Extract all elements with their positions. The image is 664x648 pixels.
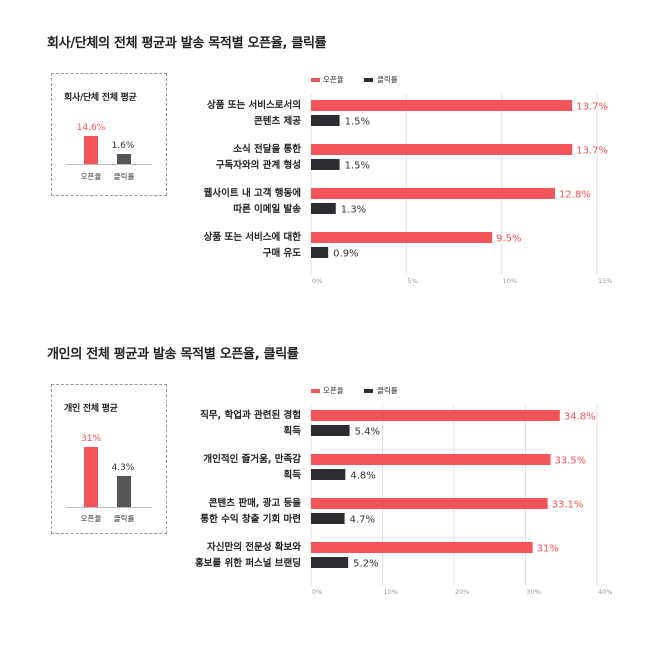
bar-open	[311, 410, 560, 421]
summary-click-bar	[117, 154, 131, 164]
bar-click	[311, 469, 346, 480]
bar-open	[311, 542, 533, 553]
category-label-line1: 상품 또는 서비스에 대한	[204, 231, 302, 243]
bar-open	[311, 454, 551, 465]
legend-click-label: 클릭률	[377, 75, 398, 84]
legend-open-swatch	[311, 78, 320, 82]
bar-open	[311, 144, 573, 155]
bar-open-value-label: 12.8%	[559, 190, 591, 201]
summary-click-value: 4.3%	[111, 463, 135, 473]
bar-click	[311, 203, 336, 214]
category-label-line2: 따른 이메일 발송	[233, 203, 301, 215]
category-label-line2: 구매 유도	[263, 247, 302, 259]
x-tick-label: 20%	[455, 588, 469, 596]
x-tick-label: 30%	[527, 588, 541, 596]
summary-baseline	[66, 164, 152, 165]
bar-click	[311, 425, 350, 436]
legend-click-label: 클릭률	[377, 386, 398, 395]
bar-open-value-label: 33.1%	[552, 500, 584, 511]
x-tick-label: 40%	[598, 588, 612, 596]
category-label-line2: 홍보를 위한 퍼스널 브랜딩	[195, 557, 301, 569]
bar-open	[311, 188, 556, 199]
category-label-line2: 구독자와의 관계 형성	[216, 159, 301, 171]
bar-click-value-label: 0.9%	[333, 249, 358, 260]
bar-click-value-label: 4.8%	[350, 471, 375, 482]
bar-click	[311, 247, 329, 258]
summary-open-value: 31%	[80, 434, 101, 444]
summary-open-label: 오픈율	[80, 172, 102, 181]
chart-title: 회사/단체의 전체 평균과 발송 목적별 오픈율, 클릭률	[47, 36, 327, 51]
legend-click-swatch	[364, 78, 373, 82]
bar-click-value-label: 1.5%	[345, 161, 370, 172]
bar-open	[311, 498, 548, 509]
bar-open-value-label: 33.5%	[555, 456, 587, 467]
bar-click	[311, 513, 345, 524]
x-tick-label: 10%	[384, 588, 398, 596]
chart-title: 개인의 전체 평균과 발송 목적별 오픈율, 클릭률	[47, 347, 299, 362]
bar-click-value-label: 4.7%	[350, 515, 375, 526]
category-label-line2: 통한 수익 창출 기회 마련	[200, 513, 301, 525]
x-tick-label: 0%	[312, 277, 322, 285]
category-label-line1: 상품 또는 서비스로서의	[207, 99, 301, 111]
bar-click-value-label: 1.5%	[345, 117, 370, 128]
summary-open-label: 오픈율	[80, 514, 102, 523]
category-label-line2: 획득	[284, 469, 302, 481]
category-label-line1: 개인적인 즐거움, 만족감	[203, 453, 301, 465]
summary-open-value: 14.6%	[76, 123, 106, 133]
x-tick-label: 10%	[503, 277, 517, 285]
category-label-line2: 콘텐츠 제공	[254, 115, 301, 127]
summary-click-value: 1.6%	[111, 141, 135, 151]
category-label-line1: 콘텐츠 판매, 광고 등을	[209, 497, 301, 509]
summary-open-bar	[84, 136, 98, 164]
bar-open	[311, 100, 573, 111]
bar-open	[311, 232, 493, 243]
bar-open-value-label: 13.7%	[576, 102, 608, 113]
summary-baseline	[66, 507, 152, 508]
bar-click-value-label: 1.3%	[341, 205, 366, 216]
bar-click	[311, 159, 340, 170]
x-tick-label: 0%	[312, 588, 322, 596]
bar-open-value-label: 34.8%	[564, 412, 596, 423]
summary-click-label: 클릭률	[113, 172, 135, 181]
bar-click	[311, 115, 340, 126]
x-tick-label: 15%	[598, 277, 612, 285]
summary-box: 회사/단체 전체 평균 14.6% 1.6% 오픈율 클릭률	[51, 73, 167, 196]
bar-open-value-label: 9.5%	[496, 234, 521, 245]
category-label-line1: 웹사이트 내 고객 행동에	[204, 187, 301, 199]
category-label-line1: 자신만의 전문성 확보와	[207, 541, 301, 553]
legend-open-label: 오픈율	[323, 386, 344, 395]
legend-open-label: 오픈율	[323, 75, 344, 84]
bar-open-value-label: 13.7%	[576, 146, 608, 157]
summary-title: 회사/단체 전체 평균	[64, 93, 137, 103]
category-label-line1: 직무, 학업과 관련된 경험	[200, 409, 301, 421]
legend-open-swatch	[311, 389, 320, 393]
summary-click-label: 클릭률	[113, 514, 135, 523]
x-tick-label: 5%	[407, 277, 417, 285]
category-label-line1: 소식 전달을 통한	[233, 143, 301, 155]
bar-open-value-label: 31%	[537, 544, 559, 555]
category-label-line2: 획득	[284, 425, 302, 437]
summary-box: 개인 전체 평균 31% 4.3% 오픈율 클릭률	[51, 384, 167, 534]
bar-click-value-label: 5.4%	[355, 427, 380, 438]
bar-click	[311, 557, 349, 568]
summary-open-bar	[84, 447, 98, 507]
summary-title: 개인 전체 평균	[64, 404, 118, 414]
legend-click-swatch	[364, 389, 373, 393]
bar-click-value-label: 5.2%	[353, 559, 378, 570]
summary-click-bar	[117, 476, 131, 507]
